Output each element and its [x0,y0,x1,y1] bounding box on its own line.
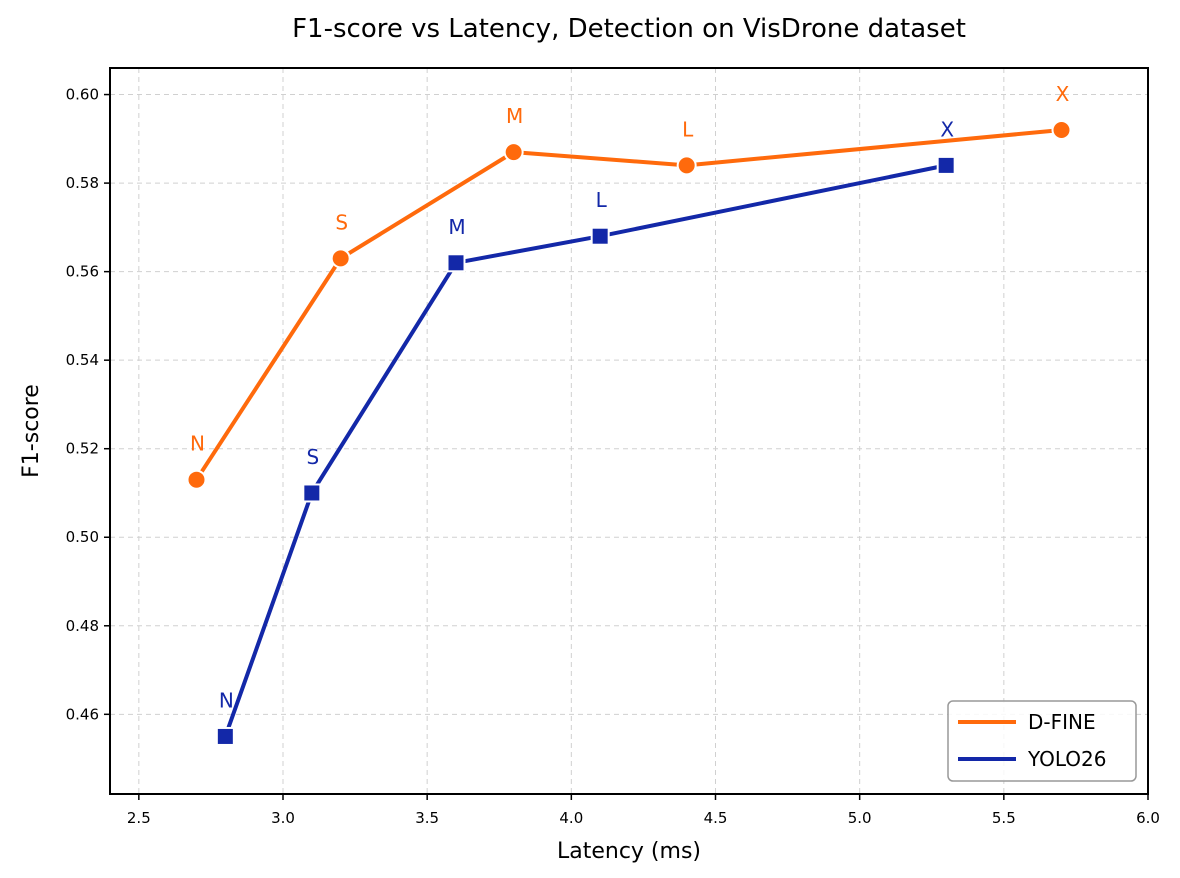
x-tick-label: 3.0 [271,809,295,827]
data-point [330,248,351,269]
data-point [186,469,207,490]
y-tick-label: 0.60 [66,86,99,104]
y-tick-label: 0.58 [66,174,99,192]
data-label: L [682,117,694,141]
legend: D-FINE YOLO26 [947,700,1137,782]
series-yolo26: N S M L X [215,117,956,746]
y-tick-label: 0.54 [66,351,99,369]
x-tick-label: 4.5 [704,809,728,827]
data-point [1051,119,1072,140]
data-label: S [306,445,319,469]
x-tick-label: 3.5 [415,809,439,827]
x-tick-label: 5.0 [848,809,872,827]
series-layer: N S M L X N S M L X [186,82,1072,746]
data-label: M [506,104,523,128]
y-tick-label: 0.48 [66,617,99,635]
legend-entry: D-FINE [1028,710,1096,734]
data-label: X [1056,82,1070,106]
x-tick-label: 5.5 [992,809,1016,827]
series-d-fine: N S M L X [186,82,1072,490]
data-point [302,483,322,503]
y-tick-label: 0.56 [66,263,99,281]
data-point [676,155,697,176]
data-label: N [190,432,205,456]
data-point [503,142,524,163]
data-label: X [940,117,954,141]
ticks: 2.5 3.0 3.5 4.0 4.5 5.0 5.5 6.0 0.46 0.48 0.50 0.52… [66,86,1160,827]
y-tick-label: 0.50 [66,528,99,546]
data-point [215,726,235,746]
data-point [936,155,956,175]
data-label: S [335,210,348,234]
x-tick-label: 6.0 [1136,809,1160,827]
y-axis-label: F1-score [19,384,44,478]
plot-frame [109,67,1149,795]
x-tick-label: 4.0 [559,809,583,827]
legend-entry: YOLO26 [1027,747,1107,771]
y-tick-label: 0.52 [66,440,99,458]
data-label: M [448,215,465,239]
chart-title: F1-score vs Latency, Detection on VisDro… [292,14,966,44]
x-axis-label: Latency (ms) [557,839,701,864]
data-point [446,253,466,273]
data-point [590,226,610,246]
data-label: N [219,688,234,712]
x-tick-label: 2.5 [127,809,151,827]
y-tick-label: 0.46 [66,705,99,723]
data-label: L [596,188,608,212]
